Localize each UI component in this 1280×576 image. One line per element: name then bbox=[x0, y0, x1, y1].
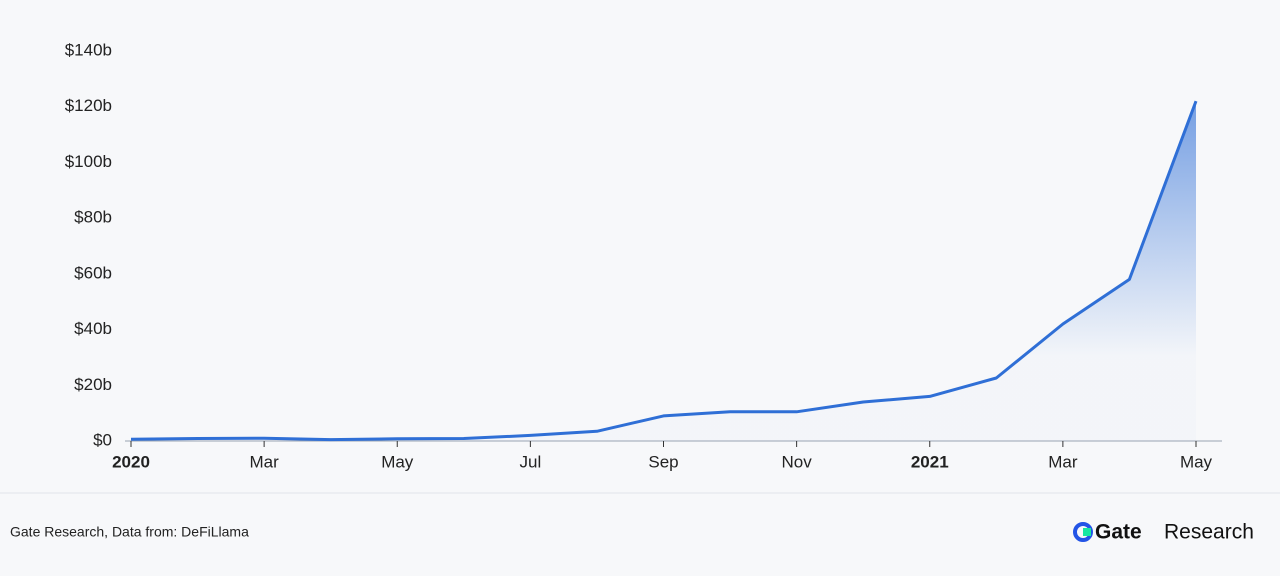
y-tick-label: $60b bbox=[74, 263, 112, 282]
y-tick-label: $100b bbox=[65, 152, 112, 171]
source-note: Gate Research, Data from: DeFiLlama bbox=[10, 524, 249, 540]
brand-suffix: Research bbox=[1164, 521, 1254, 544]
y-tick-label: $120b bbox=[65, 96, 112, 115]
x-tick-label: May bbox=[381, 452, 414, 471]
line bbox=[130, 100, 1198, 442]
y-tick-label: $140b bbox=[65, 40, 112, 59]
plot: $0 $20b $40b $60b $80b $100b $120b $140b 2020 Mar… bbox=[65, 40, 1222, 471]
logo-square bbox=[1083, 528, 1091, 536]
x-tick-label: Sep bbox=[648, 452, 678, 471]
area-fill bbox=[131, 101, 1196, 441]
x-tick-label: May bbox=[1180, 452, 1213, 471]
brand-name: Gate bbox=[1095, 521, 1142, 544]
x-tick-label: Jul bbox=[520, 452, 542, 471]
y-tick-label: $80b bbox=[74, 208, 112, 227]
x-tick-label: Nov bbox=[782, 452, 813, 471]
y-tick-label: $20b bbox=[74, 375, 112, 394]
y-tick-label: $40b bbox=[74, 319, 112, 338]
brand-logo: Gate Research bbox=[1073, 521, 1254, 544]
y-tick-label: $0 bbox=[93, 430, 112, 449]
x-tick-label: Mar bbox=[249, 452, 279, 471]
x-tick-label: 2020 bbox=[112, 452, 150, 471]
x-tick-label: Mar bbox=[1048, 452, 1078, 471]
x-tick-label: 2021 bbox=[911, 452, 949, 471]
